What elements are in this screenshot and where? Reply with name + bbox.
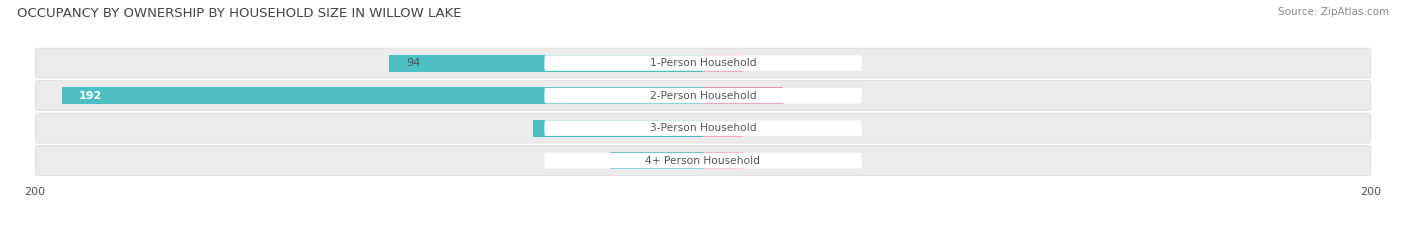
Bar (389, 55, 703, 72)
Text: Source: ZipAtlas.com: Source: ZipAtlas.com (1278, 7, 1389, 17)
Text: OCCUPANCY BY OWNERSHIP BY HOUSEHOLD SIZE IN WILLOW LAKE: OCCUPANCY BY OWNERSHIP BY HOUSEHOLD SIZE… (17, 7, 461, 20)
Text: 0: 0 (759, 156, 766, 166)
Text: 24: 24 (800, 91, 814, 101)
Text: 3-Person Household: 3-Person Household (650, 123, 756, 133)
FancyBboxPatch shape (35, 81, 1371, 110)
Text: 0: 0 (759, 123, 766, 133)
FancyBboxPatch shape (544, 88, 862, 103)
FancyBboxPatch shape (35, 48, 1371, 78)
Text: 4+ Person Household: 4+ Person Household (645, 156, 761, 166)
Text: 0: 0 (759, 58, 766, 68)
FancyBboxPatch shape (544, 153, 862, 168)
FancyBboxPatch shape (544, 120, 862, 136)
Text: 94: 94 (406, 58, 420, 68)
Bar (703, 55, 742, 72)
Bar (533, 120, 703, 137)
Bar (62, 87, 703, 104)
Bar (703, 152, 742, 169)
Text: 28: 28 (582, 156, 596, 166)
Text: 192: 192 (79, 91, 103, 101)
FancyBboxPatch shape (35, 146, 1371, 175)
Text: 1-Person Household: 1-Person Household (650, 58, 756, 68)
FancyBboxPatch shape (35, 113, 1371, 143)
Bar (609, 152, 703, 169)
FancyBboxPatch shape (544, 55, 862, 71)
Text: 2-Person Household: 2-Person Household (650, 91, 756, 101)
Bar (703, 87, 783, 104)
Text: 51: 51 (550, 123, 564, 133)
Bar (703, 120, 742, 137)
